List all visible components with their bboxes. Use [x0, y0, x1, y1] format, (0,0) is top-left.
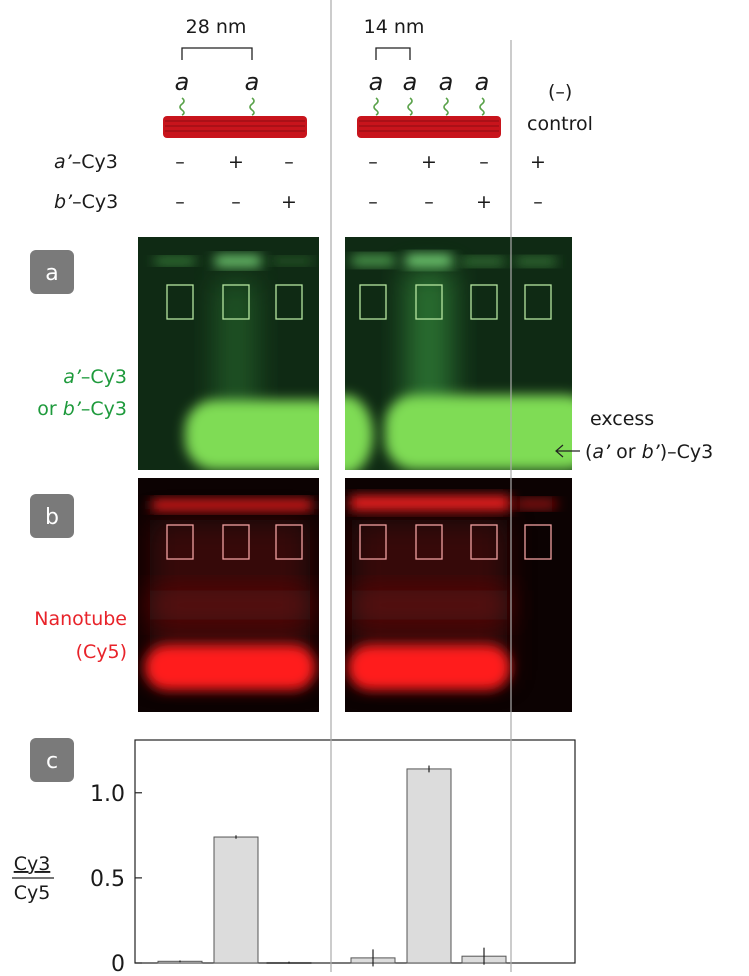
linker [444, 98, 448, 115]
nanotube [163, 116, 307, 138]
y-tick-label: 0.5 [90, 867, 125, 892]
sign: – [368, 191, 378, 213]
bar [407, 769, 451, 963]
spacing-label: 14 nm [364, 16, 425, 38]
nanotubes [163, 116, 501, 138]
panel-letter: a [45, 261, 58, 286]
panel-letter: b [45, 505, 59, 530]
gel-image [317, 237, 595, 475]
panel-badge: c [30, 738, 74, 782]
gel-image [345, 478, 572, 712]
figure: 28 nm 14 nm (–) control aaaaaa a’–Cy3 b’… [0, 0, 749, 972]
y-tick-label: 0 [111, 952, 125, 972]
nanotube [357, 116, 501, 138]
control-label: control [527, 113, 593, 135]
site-label: a [369, 68, 384, 96]
panel-badge: a [30, 250, 74, 294]
gel-label: Nanotube [34, 608, 127, 630]
sign: – [175, 191, 185, 213]
sign: – [533, 191, 543, 213]
plot-frame [135, 740, 575, 963]
sign: + [476, 191, 492, 213]
sign: – [284, 151, 294, 173]
bracket [182, 48, 252, 60]
bar [214, 837, 258, 963]
control-label: (–) [548, 81, 572, 103]
annotation: excess [590, 408, 654, 430]
bracket [376, 48, 410, 60]
gel-label: a’–Cy3 [63, 366, 127, 388]
panel-badge: b [30, 494, 74, 538]
sign: + [421, 151, 437, 173]
sign: – [479, 151, 489, 173]
row-label: a’–Cy3 [54, 151, 118, 173]
sign: – [231, 191, 241, 213]
linker [408, 98, 412, 115]
sign: + [228, 151, 244, 173]
linker [374, 98, 378, 115]
gel-label: or b’–Cy3 [37, 398, 127, 420]
sign: – [368, 151, 378, 173]
sign: + [530, 151, 546, 173]
linker [180, 98, 184, 115]
site-label: a [475, 68, 490, 96]
sign: – [424, 191, 434, 213]
y-tick-label: 1.0 [90, 782, 125, 807]
panel-letter: c [46, 749, 58, 774]
gel-image [138, 237, 345, 470]
y-axis-label: Cy5 [14, 882, 51, 904]
annotation: (a’ or b’)–Cy3 [585, 441, 713, 463]
sign: – [175, 151, 185, 173]
site-label: a [403, 68, 418, 96]
gel-label: (Cy5) [76, 641, 127, 663]
linker [480, 98, 484, 115]
gel-image [138, 478, 319, 712]
site-label: a [175, 68, 190, 96]
spacing-label: 28 nm [186, 16, 247, 38]
y-axis-label: Cy3 [14, 853, 51, 875]
site-label: a [245, 68, 260, 96]
linker [250, 98, 254, 115]
row-label: b’–Cy3 [54, 191, 118, 213]
site-label: a [439, 68, 454, 96]
sign: + [281, 191, 297, 213]
